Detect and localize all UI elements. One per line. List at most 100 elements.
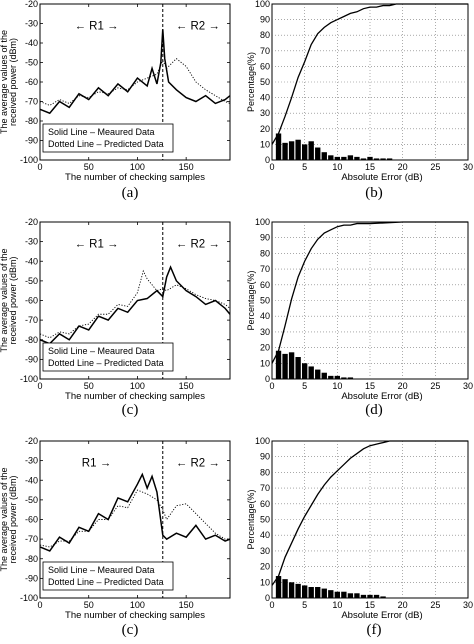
panel-caption: (f) bbox=[367, 622, 382, 638]
measured-data-line bbox=[39, 472, 231, 552]
y-tick-label: 0 bbox=[265, 593, 270, 603]
x-tick-label: 30 bbox=[463, 381, 473, 391]
cumulative-line bbox=[271, 3, 468, 145]
y-tick-label: 80 bbox=[260, 248, 270, 258]
error-bar bbox=[301, 144, 308, 160]
y-axis-label: Percentage(%) bbox=[246, 489, 256, 549]
error-bar bbox=[367, 156, 373, 160]
x-tick-label: 20 bbox=[398, 600, 408, 610]
x-tick-label: 10 bbox=[332, 600, 342, 610]
x-tick-label: 15 bbox=[365, 381, 375, 391]
error-bar bbox=[341, 591, 347, 598]
y-axis-label-line2: received power (dBm) bbox=[8, 38, 18, 126]
x-tick-label: 20 bbox=[398, 162, 408, 172]
y-tick-label: -80 bbox=[25, 554, 38, 564]
y-axis-label-line1: The average values of the bbox=[0, 30, 9, 134]
error-bar bbox=[282, 142, 288, 160]
error-bar bbox=[354, 156, 360, 160]
measured-data-line bbox=[39, 265, 231, 345]
y-tick-label: -20 bbox=[25, 0, 38, 9]
x-tick-label: 25 bbox=[430, 162, 440, 172]
measured-data-line bbox=[39, 29, 231, 115]
x-tick-label: 25 bbox=[430, 600, 440, 610]
cumulative-line bbox=[271, 221, 468, 364]
error-bar bbox=[347, 155, 354, 160]
error-bar bbox=[380, 158, 386, 160]
y-tick-label: 0 bbox=[265, 374, 270, 384]
error-bar bbox=[360, 594, 367, 598]
error-bar bbox=[282, 579, 288, 598]
y-tick-label: -100 bbox=[20, 155, 38, 165]
y-tick-label: -90 bbox=[25, 354, 38, 364]
error-bar bbox=[301, 363, 308, 379]
y-tick-label: 40 bbox=[260, 311, 270, 321]
x-tick-label: 0 bbox=[37, 600, 42, 610]
y-tick-label: 70 bbox=[260, 264, 270, 274]
y-tick-label: 80 bbox=[260, 467, 270, 477]
y-axis-label-line2: received power (dBm) bbox=[8, 256, 18, 344]
panel-caption: (c) bbox=[122, 622, 139, 638]
x-tick-label: 100 bbox=[130, 162, 145, 172]
error-bar bbox=[275, 133, 282, 160]
x-axis-label: The number of checking samples bbox=[65, 172, 205, 183]
region-r1-label: R1 → bbox=[82, 458, 111, 470]
legend-predicted: Dotted Line – Predicted Data bbox=[48, 139, 164, 149]
y-tick-label: 10 bbox=[260, 358, 270, 368]
y-tick-label: 60 bbox=[260, 61, 270, 71]
error-bar bbox=[321, 372, 327, 379]
x-tick-label: 10 bbox=[332, 381, 342, 391]
predicted-data-line bbox=[39, 269, 231, 339]
predicted-data-line bbox=[39, 489, 230, 548]
error-bar bbox=[321, 152, 327, 160]
x-axis-label: Absolute Error (dB) bbox=[341, 172, 422, 183]
error-bar bbox=[308, 587, 314, 598]
error-bar bbox=[341, 156, 347, 160]
region-r2-label: ← R2 → bbox=[176, 458, 220, 470]
y-tick-label: 80 bbox=[260, 30, 270, 40]
x-tick-label: 0 bbox=[269, 381, 274, 391]
y-tick-label: -90 bbox=[25, 136, 38, 146]
x-axis-label: The number of checking samples bbox=[65, 610, 205, 621]
y-tick-label: -50 bbox=[25, 276, 38, 286]
x-tick-label: 30 bbox=[463, 162, 473, 172]
region-r1-label: ← R1 → bbox=[74, 20, 118, 32]
y-tick-label: 100 bbox=[255, 0, 270, 9]
y-tick-label: 30 bbox=[260, 546, 270, 556]
error-chart-5: 0 10 20 30 40 50 60 70 80 90 100 0 5 10 15 20 25 30 Absolu… bbox=[246, 436, 473, 621]
panel-caption: (a) bbox=[122, 185, 139, 201]
y-tick-label: -30 bbox=[25, 456, 38, 466]
x-tick-label: 0 bbox=[37, 162, 42, 172]
y-tick-label: 100 bbox=[255, 217, 270, 227]
legend-measured: Solid Line – Meaured Data bbox=[48, 565, 155, 575]
y-tick-label: -30 bbox=[25, 237, 38, 247]
y-tick-label: -90 bbox=[25, 573, 38, 583]
legend-box bbox=[42, 123, 174, 153]
x-tick-label: 15 bbox=[365, 162, 375, 172]
x-tick-label: 25 bbox=[430, 381, 440, 391]
y-tick-label: 50 bbox=[260, 296, 270, 306]
x-tick-label: 100 bbox=[130, 600, 145, 610]
y-tick-label: -40 bbox=[25, 38, 38, 48]
error-bar bbox=[373, 158, 380, 160]
x-tick-label: 150 bbox=[179, 162, 194, 172]
x-tick-label: 150 bbox=[179, 600, 194, 610]
x-tick-label: 150 bbox=[179, 381, 194, 391]
y-tick-label: 30 bbox=[260, 327, 270, 337]
error-bar bbox=[328, 375, 334, 379]
error-bar bbox=[347, 377, 354, 379]
error-bar bbox=[328, 155, 334, 160]
error-bar bbox=[301, 585, 308, 598]
y-tick-label: 90 bbox=[260, 15, 270, 25]
y-tick-label: -20 bbox=[25, 436, 38, 446]
error-bar bbox=[386, 158, 393, 160]
y-tick-label: 90 bbox=[260, 452, 270, 462]
region-r1-label: ← R1 → bbox=[74, 239, 118, 251]
y-tick-label: -60 bbox=[25, 77, 38, 87]
y-tick-label: 50 bbox=[260, 515, 270, 525]
predicted-data-line bbox=[39, 57, 231, 106]
y-axis-label-line1: The average values of the bbox=[0, 248, 9, 352]
legend-box bbox=[42, 561, 174, 591]
